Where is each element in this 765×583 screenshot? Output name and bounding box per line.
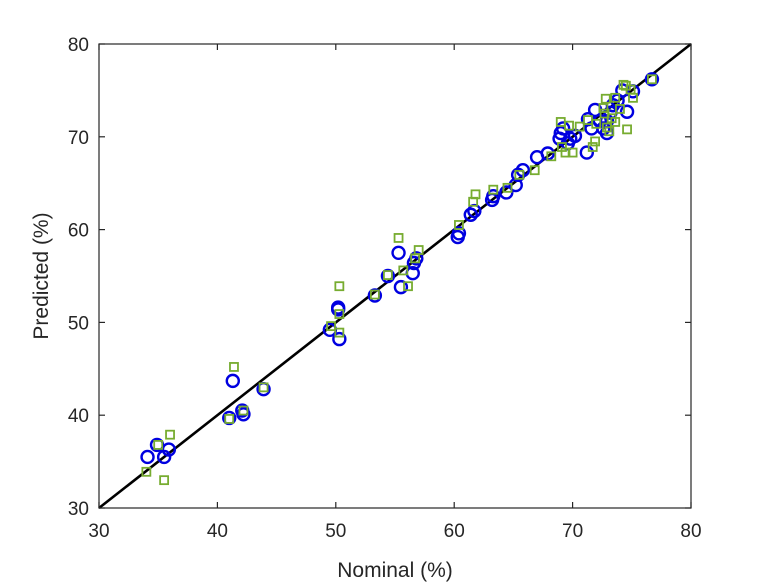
- data-point-square: [546, 151, 557, 162]
- data-point-circle: [555, 121, 571, 136]
- data-point-square: [564, 120, 574, 131]
- data-point-square: [610, 92, 621, 103]
- data-point-circle: [225, 373, 240, 389]
- data-point-square: [514, 169, 525, 180]
- y-tick-label: 80: [68, 35, 89, 56]
- data-point-square: [413, 245, 424, 255]
- data-point-square: [604, 126, 615, 137]
- data-point-circle: [451, 226, 467, 241]
- data-point-square: [224, 414, 235, 424]
- data-point-square: [454, 220, 464, 230]
- data-point-square: [326, 321, 336, 332]
- data-point-circle: [380, 268, 396, 284]
- axis-ticks-layer: 30 40 50 60 70 80 30 40 50 60 70 80: [68, 35, 702, 542]
- data-point-circle: [222, 410, 237, 426]
- data-point-square: [488, 184, 499, 195]
- series-2-square-markers: [141, 74, 657, 486]
- data-point-square: [229, 362, 239, 372]
- data-points-layer: [140, 72, 660, 486]
- data-point-square: [502, 182, 513, 193]
- x-tick-label: 40: [207, 521, 228, 542]
- x-tick-label: 30: [88, 521, 109, 542]
- data-point-circle: [579, 145, 595, 160]
- data-point-circle: [367, 288, 383, 303]
- data-point-circle: [391, 245, 406, 261]
- data-point-square: [334, 281, 345, 292]
- data-point-square: [598, 103, 609, 113]
- y-tick-label: 30: [68, 499, 89, 520]
- data-point-square: [615, 104, 625, 114]
- data-point-circle: [332, 331, 347, 347]
- data-point-square: [622, 124, 632, 135]
- data-point-square: [574, 121, 585, 132]
- data-point-square: [587, 142, 598, 152]
- x-tick-label: 80: [680, 521, 701, 542]
- x-axis-label: Nominal (%): [337, 559, 453, 582]
- data-point-square: [258, 382, 269, 393]
- data-point-square: [470, 189, 481, 200]
- data-point-square: [628, 92, 638, 103]
- x-tick-label: 60: [444, 521, 465, 542]
- data-point-circle: [486, 188, 501, 204]
- plot-area-frame: [98, 43, 692, 509]
- x-tick-label: 50: [325, 521, 346, 542]
- data-point-square: [398, 265, 409, 276]
- data-point-circle: [644, 72, 660, 87]
- x-tick-label: 70: [562, 521, 583, 542]
- data-point-circle: [463, 207, 478, 222]
- data-point-circle: [236, 407, 251, 422]
- data-point-square: [369, 289, 380, 300]
- data-point-square: [600, 93, 611, 104]
- y-tick-label: 70: [68, 128, 89, 149]
- data-point-square: [529, 165, 540, 176]
- data-point-square: [159, 475, 170, 486]
- data-point-square: [591, 118, 602, 129]
- data-point-square: [382, 270, 393, 280]
- y-tick-label: 50: [68, 313, 89, 334]
- data-point-circle: [140, 449, 155, 465]
- data-point-circle: [330, 300, 346, 315]
- data-point-square: [153, 439, 164, 450]
- data-point-square: [238, 405, 249, 416]
- data-point-square: [393, 233, 404, 243]
- data-point-square: [647, 74, 657, 85]
- data-point-circle: [619, 104, 635, 119]
- data-point-square: [141, 466, 152, 477]
- data-point-square: [403, 281, 413, 292]
- data-point-square: [610, 117, 621, 127]
- data-point-square: [590, 136, 600, 147]
- y-axis-label: Predicted (%): [30, 212, 53, 339]
- y-tick-label: 60: [68, 221, 89, 242]
- data-point-square: [334, 309, 345, 319]
- data-point-square: [334, 327, 345, 338]
- data-point-circle: [393, 279, 409, 295]
- y-tick-label: 40: [68, 406, 89, 427]
- data-point-square: [567, 147, 578, 158]
- data-point-square: [165, 429, 175, 440]
